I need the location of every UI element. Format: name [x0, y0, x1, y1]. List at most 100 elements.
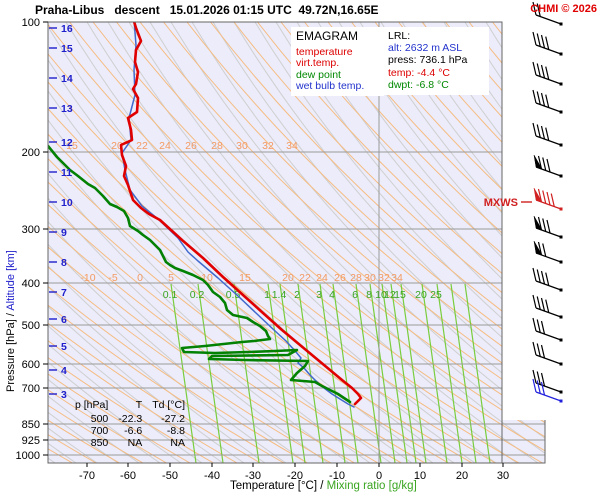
temp-tick-label: -70 [79, 470, 95, 482]
mixing-ratio-label: 1.4 [272, 289, 287, 301]
isotherm-line [163, 22, 545, 463]
mxws-label: MXWS [484, 197, 518, 209]
isotherm-label: 34 [391, 272, 403, 284]
isotherm-label: 34 [286, 140, 298, 152]
cell-td-850: NA [170, 437, 186, 449]
wind-barb [532, 317, 563, 342]
wind-barb [532, 341, 563, 366]
temp-tick-label: 20 [456, 470, 468, 482]
levels-table-header-p: p [hPa] [75, 399, 109, 411]
wind-barb-column [532, 1, 563, 403]
wind-barb [532, 369, 563, 394]
barb-feather [536, 33, 541, 47]
dry-adiabat-line [48, 22, 56, 463]
temp-tick-label: -50 [162, 470, 178, 482]
mixing-ratio-line [421, 283, 448, 463]
legend-item-virt-temp: virt.temp. [296, 57, 340, 70]
table-row: 700 -6.6 -8.8 [70, 425, 190, 437]
barb-pennant [533, 240, 543, 256]
altitude-tick-label: 16 [61, 23, 73, 35]
isotherm-line [48, 22, 520, 463]
pressure-axis-ticks: 100 200 300 400 500 600 700 850 925 1000 [16, 17, 48, 462]
barb-feather [545, 127, 550, 141]
mixing-ratio-label: 20 [415, 289, 427, 301]
barb-feather [536, 63, 541, 77]
barb-feather [532, 369, 537, 384]
cell-p-500: 500 [90, 413, 109, 425]
levels-table: p [hPa] T Td [°C] 500 -22.3 -27.2 700 -6… [70, 399, 190, 449]
barb-pennant [533, 215, 543, 231]
wind-barb [533, 187, 563, 211]
wind-barb [532, 122, 563, 147]
barb-feather [532, 294, 537, 309]
barb-feather [536, 319, 541, 333]
barb-feather [532, 31, 537, 46]
pressure-tick-label: 400 [22, 278, 40, 290]
barb-feather [536, 124, 541, 138]
lrl-pressure: press: 736.1 hPa [388, 54, 468, 67]
isotherm-line [69, 22, 545, 463]
pressure-tick-label: 100 [22, 17, 40, 29]
mixing-ratio-label: 0.5 [226, 289, 241, 301]
temp-tick-label: -30 [245, 470, 261, 482]
mixing-ratio-line [197, 283, 224, 463]
mxws-marker: MXWS [484, 197, 532, 209]
isotherm-line [48, 22, 50, 463]
isotherm-label: 15 [66, 140, 78, 152]
isotherm-label: 22 [136, 140, 148, 152]
wind-barb [532, 61, 563, 86]
wind-barb [532, 31, 563, 56]
temp-tick-label: 0 [376, 470, 382, 482]
mixing-ratio-label: 8 [366, 289, 372, 301]
altitude-tick-label: 9 [61, 227, 67, 239]
wind-barb [533, 154, 563, 178]
altitude-tick-label: 15 [61, 43, 73, 55]
wind-barb [532, 1, 563, 26]
dry-adiabat-line [65, 22, 497, 463]
barb-feather [532, 89, 537, 104]
mixing-ratio-line [332, 283, 359, 463]
isotherm-line [515, 22, 545, 463]
barb-feather [545, 272, 550, 286]
legend-box: EMAGRAM temperature virt.temp. dew point… [291, 27, 384, 97]
pressure-tick-label: 850 [22, 419, 40, 431]
mixing-ratio-label: 4 [329, 289, 335, 301]
legend-title: EMAGRAM [296, 29, 359, 43]
isotherm-label: 24 [316, 272, 328, 284]
isotherm-line [48, 22, 379, 463]
mixing-ratio-lines [170, 283, 491, 463]
altitude-tick-label: 8 [61, 257, 67, 269]
isotherm-line [139, 22, 545, 463]
barb-feather [536, 3, 541, 17]
dry-adiabat-line [48, 22, 140, 463]
barb-feather [540, 320, 546, 335]
isotherm-line [48, 22, 214, 463]
dry-adiabat-line [107, 22, 539, 463]
barb-feather [540, 125, 546, 140]
barb-feather [540, 270, 546, 285]
barb-feather [532, 267, 537, 282]
dry-adiabat-line [506, 22, 545, 463]
barb-feather [537, 188, 543, 203]
mixing-ratio-line [279, 283, 306, 463]
wind-barb [533, 215, 563, 239]
barb-feather [540, 381, 546, 396]
annex-frame [502, 420, 546, 464]
wind-barb [532, 89, 563, 114]
mixing-ratio-line [400, 283, 427, 463]
barb-feather [545, 36, 550, 50]
pressure-tick-label: 700 [22, 383, 40, 395]
isotherm-label: 30 [364, 272, 376, 284]
barb-feather [532, 378, 537, 393]
barb-feather [536, 371, 541, 385]
pressure-tick-label: 925 [22, 435, 40, 447]
barb-feather [545, 299, 550, 313]
isotherm-line [48, 22, 426, 463]
mixing-ratio-label: 6 [352, 289, 358, 301]
barb-pennant [533, 154, 543, 170]
altitude-ticks: 16 15 14 13 12 11 10 9 8 7 6 5 4 3 [49, 23, 73, 401]
dry-adiabat-line [191, 22, 545, 463]
barb-feather [537, 216, 543, 231]
isotherm-labels: 15 20 22 24 26 28 30 32 34-10 -5 0 5 10 15 20 22 24 26 28 3… [66, 140, 403, 284]
isotherm-label: 28 [211, 140, 223, 152]
